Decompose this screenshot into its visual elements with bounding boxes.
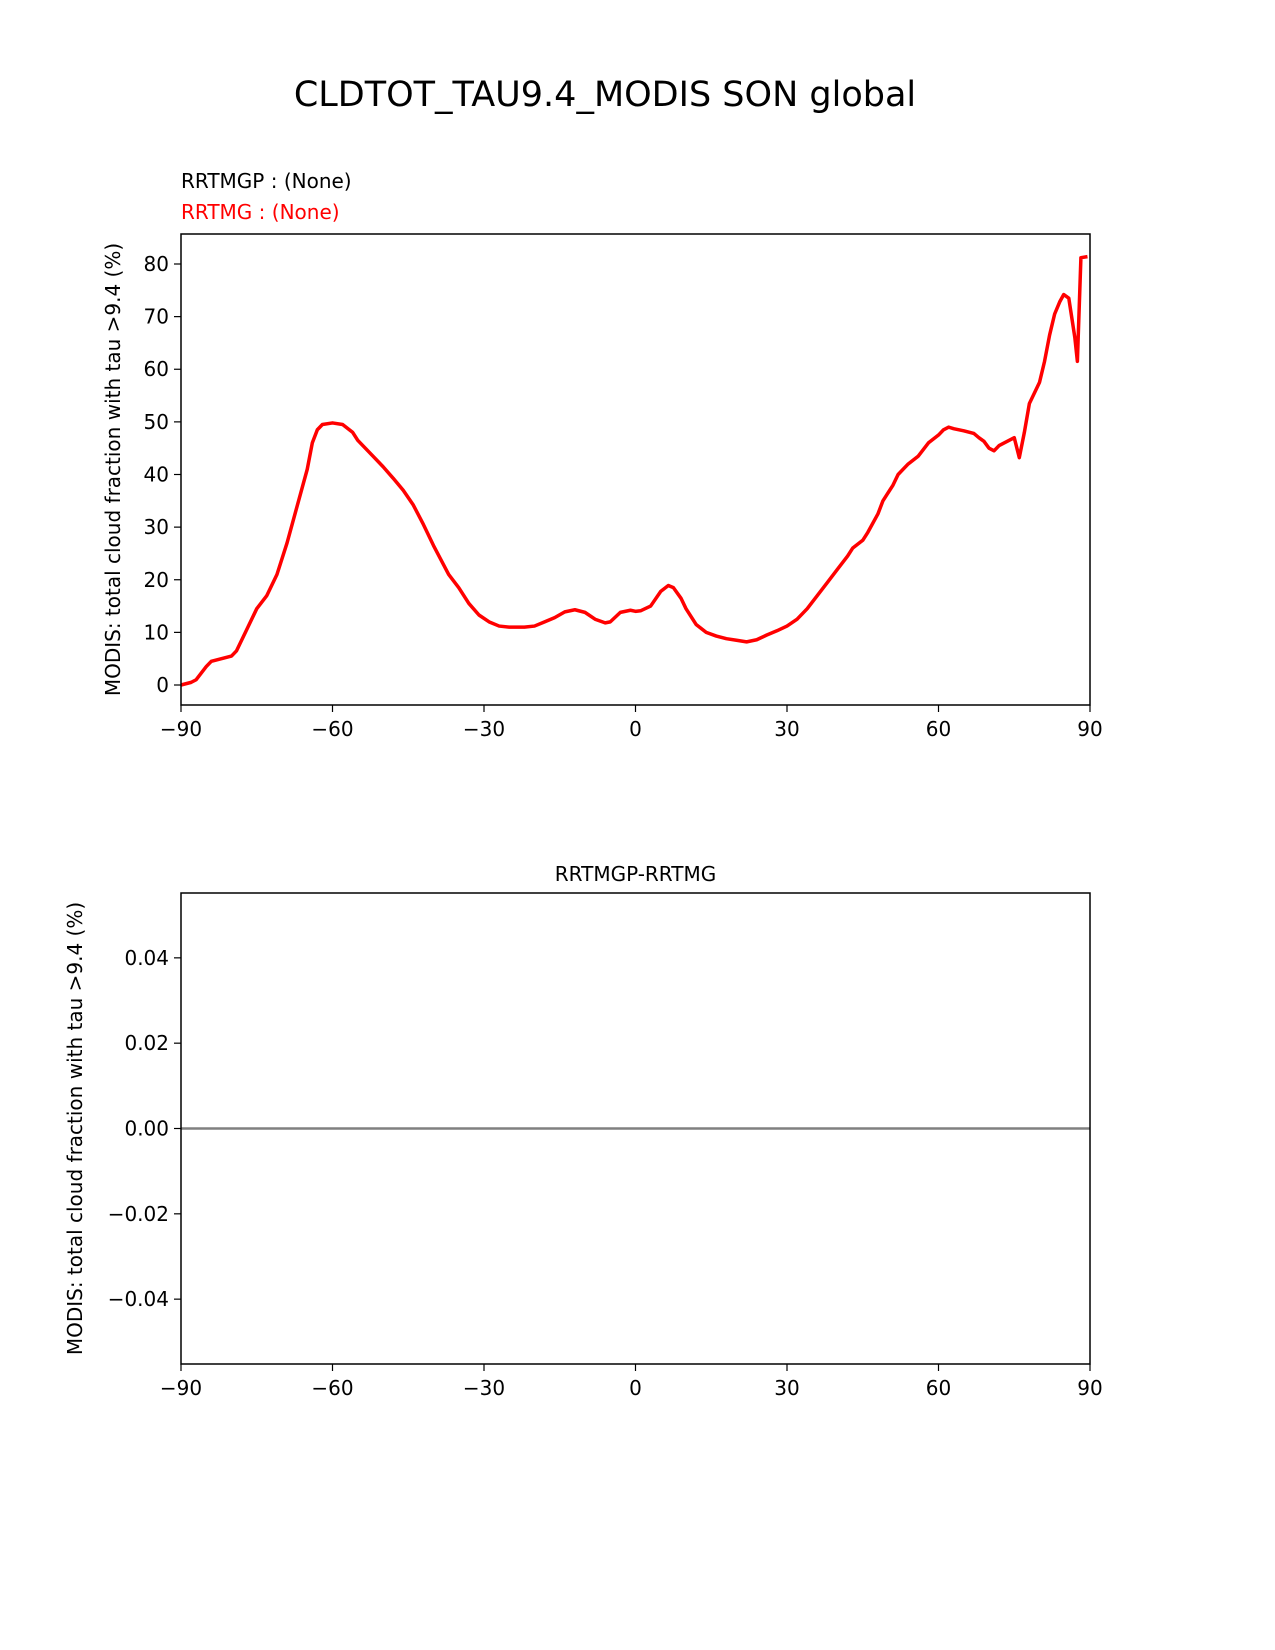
annotation: RRTMG : (None) (181, 200, 340, 224)
x-tick-label: −30 (463, 1376, 505, 1400)
data-line (180, 254, 1088, 687)
axes-title: RRTMGP-RRTMG (555, 862, 716, 886)
y-tick-label: 50 (144, 410, 169, 434)
x-tick-label: −60 (311, 1376, 353, 1400)
x-tick-label: −90 (160, 717, 202, 741)
y-tick-label: 30 (144, 515, 169, 539)
y-tick-label: 0.02 (124, 1031, 169, 1055)
y-tick-label: −0.04 (108, 1287, 169, 1311)
x-tick-label: 90 (1077, 717, 1102, 741)
x-tick-label: 0 (629, 717, 642, 741)
x-tick-label: 60 (926, 1376, 951, 1400)
y-axis-label: MODIS: total cloud fraction with tau >9.… (101, 243, 125, 696)
y-tick-label: 40 (144, 462, 169, 486)
y-tick-label: 70 (144, 305, 169, 329)
x-tick-label: 30 (774, 717, 799, 741)
x-tick-label: 90 (1077, 1376, 1102, 1400)
y-tick-label: 80 (144, 252, 169, 276)
annotation: RRTMGP : (None) (181, 169, 352, 193)
x-tick-label: 0 (629, 1376, 642, 1400)
axes-frame (180, 233, 1091, 706)
y-tick-label: 20 (144, 568, 169, 592)
y-tick-label: 0 (156, 673, 169, 697)
x-tick-label: 60 (926, 717, 951, 741)
x-tick-label: −90 (160, 1376, 202, 1400)
y-tick-label: −0.02 (108, 1202, 169, 1226)
figure-title: CLDTOT_TAU9.4_MODIS SON global (294, 75, 916, 115)
y-tick-label: 0.00 (124, 1117, 169, 1141)
x-tick-label: 30 (774, 1376, 799, 1400)
axes-frame (180, 892, 1091, 1365)
x-tick-label: −30 (463, 717, 505, 741)
y-tick-label: 10 (144, 620, 169, 644)
y-axis-label: MODIS: total cloud fraction with tau >9.… (63, 902, 87, 1355)
y-tick-label: 0.04 (124, 946, 169, 970)
x-tick-label: −60 (311, 717, 353, 741)
y-tick-label: 60 (144, 357, 169, 381)
